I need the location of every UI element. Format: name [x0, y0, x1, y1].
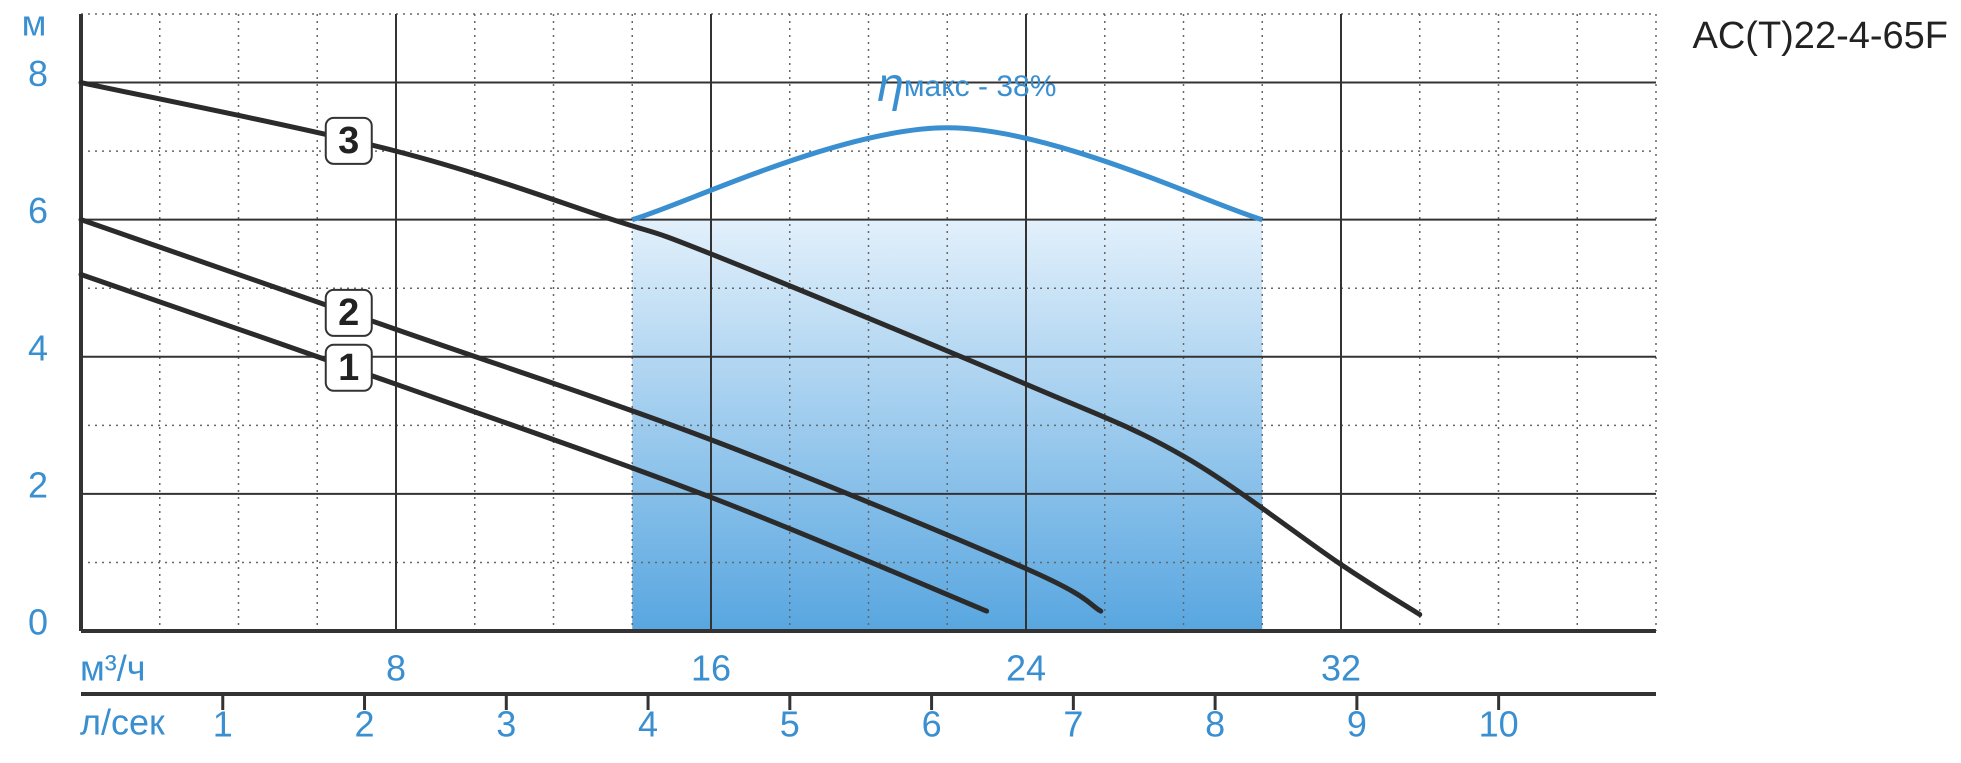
y-tick-label: 6 — [28, 190, 48, 231]
x2-tick-label: 1 — [213, 704, 233, 745]
x-tick-label: 24 — [1006, 648, 1046, 689]
x2-tick-label: 6 — [922, 704, 942, 745]
x2-tick-label: 9 — [1347, 704, 1367, 745]
x-tick-label: 16 — [691, 648, 731, 689]
curve-label: 1 — [338, 347, 359, 389]
curve-label-box — [324, 343, 373, 392]
curve-label: 3 — [338, 120, 359, 162]
curve-label-box — [324, 288, 373, 337]
y-tick-label: 8 — [28, 53, 48, 94]
efficiency-label: ηмакс - 38% — [877, 58, 1056, 111]
x2-tick-label: 10 — [1479, 704, 1519, 745]
pump-curve — [78, 272, 990, 614]
y-tick-label: 2 — [28, 464, 48, 505]
x2-tick-label: 5 — [780, 704, 800, 745]
x2-tick-label: 7 — [1063, 704, 1083, 745]
y-tick-label: 4 — [28, 327, 48, 368]
x2-tick-label: 8 — [1205, 704, 1225, 745]
x2-tick-label: 4 — [638, 704, 658, 745]
x-tick-label: 32 — [1321, 648, 1361, 689]
y-axis-label: м — [22, 3, 47, 44]
chart-title: AC(T)22-4-65F — [1693, 15, 1949, 57]
curve-label: 2 — [338, 292, 359, 334]
curve-label-box — [324, 116, 373, 165]
efficiency-symbol: η — [877, 58, 904, 111]
x-tick-label: 8 — [386, 648, 406, 689]
x2-axis-label: л/сек — [80, 702, 165, 743]
y-tick-label: 0 — [28, 602, 48, 643]
x2-tick-label: 2 — [355, 704, 375, 745]
pump-curve — [78, 217, 1104, 614]
x2-tick-label: 3 — [496, 704, 516, 745]
efficiency-text: макс - 38% — [904, 70, 1056, 103]
efficiency-curve — [631, 125, 1263, 223]
x-axis-label: м³/ч — [80, 648, 146, 689]
pump-curve — [78, 80, 1423, 618]
